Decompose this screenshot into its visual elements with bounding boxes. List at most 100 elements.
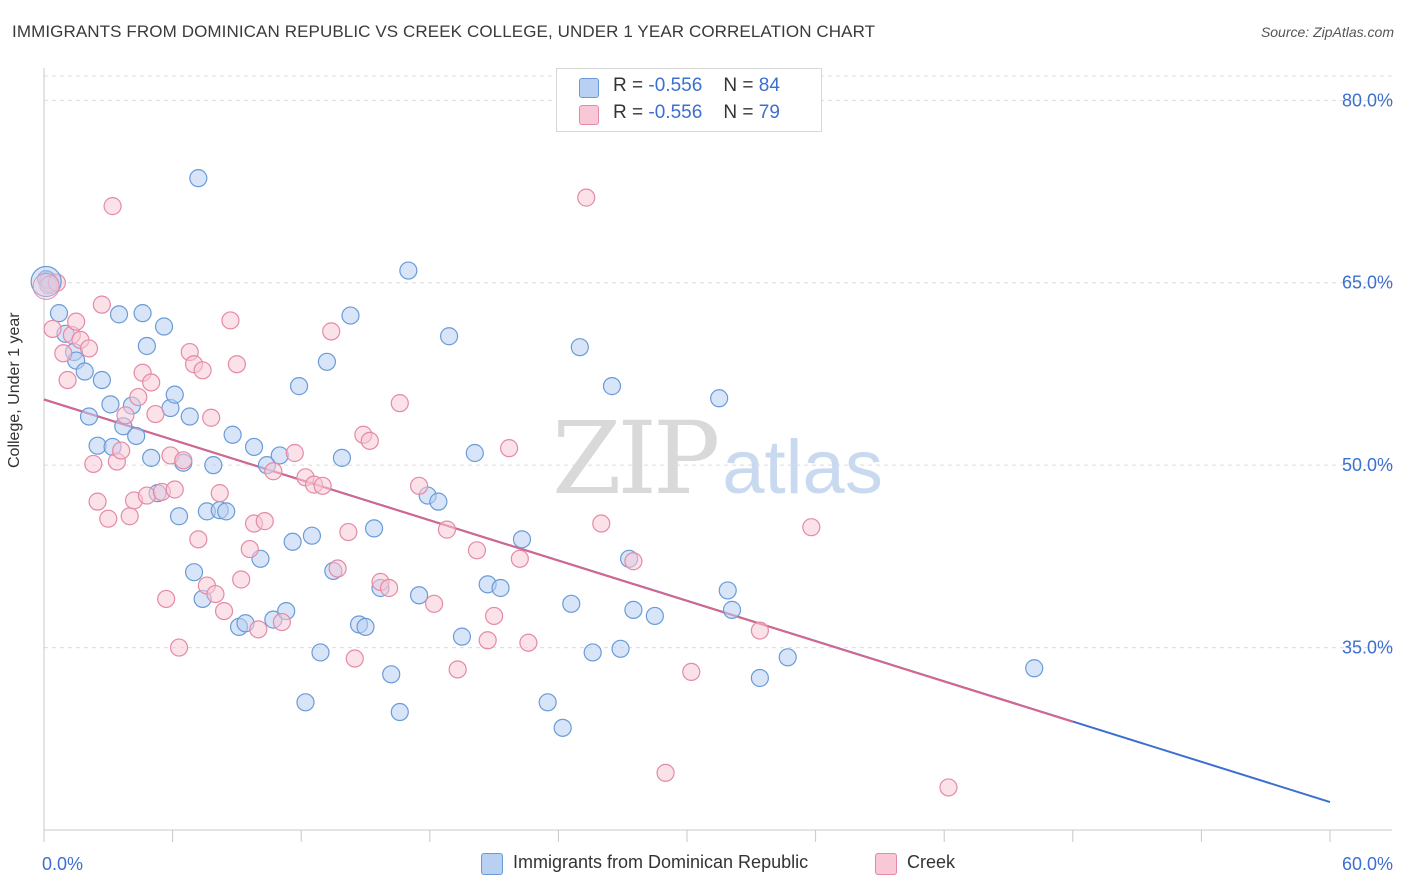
point-dominican-republic — [409, 586, 429, 605]
point-dominican-republic — [109, 305, 129, 324]
point-creek — [519, 633, 538, 652]
point-creek — [202, 408, 221, 427]
point-dominican-republic — [317, 352, 337, 371]
legend-swatch-pink — [875, 853, 897, 875]
point-dominican-republic — [624, 600, 643, 619]
point-creek — [214, 601, 234, 621]
point-creek — [58, 370, 77, 390]
point-creek — [146, 404, 165, 424]
watermark: ZIPatlas — [552, 400, 883, 517]
point-dominican-republic — [217, 502, 236, 521]
gridlines — [44, 75, 1392, 649]
point-dominican-republic — [583, 643, 602, 662]
point-dominican-republic — [429, 492, 448, 511]
y-tick-label: 65.0% — [1342, 273, 1393, 293]
point-creek — [112, 441, 131, 460]
point-creek — [750, 621, 769, 640]
point-dominican-republic — [204, 456, 223, 475]
point-creek — [165, 480, 184, 499]
point-dominican-republic — [538, 693, 557, 712]
point-dominican-republic — [289, 377, 309, 396]
point-creek — [43, 319, 62, 339]
point-dominican-republic — [512, 530, 532, 549]
point-dominican-republic — [223, 425, 242, 444]
point-creek — [478, 631, 497, 650]
point-dominican-republic — [390, 702, 409, 722]
watermark-zip: ZIP — [552, 400, 720, 517]
axes — [43, 68, 1392, 842]
point-creek — [624, 552, 643, 571]
point-creek — [424, 594, 444, 613]
point-creek — [592, 514, 611, 533]
y-tick-label: 50.0% — [1342, 455, 1393, 475]
point-creek — [682, 662, 701, 682]
point-creek — [322, 322, 341, 341]
point-creek — [129, 387, 148, 407]
trend-line-creek — [43, 398, 1074, 723]
point-creek — [67, 312, 86, 331]
point-dominican-republic — [88, 436, 107, 455]
legend-label-creek: Creek — [907, 852, 956, 872]
point-creek — [379, 578, 399, 598]
n-value-pink: 79 — [758, 102, 780, 123]
point-creek — [360, 431, 379, 450]
point-dominican-republic — [79, 407, 99, 426]
legend-swatch-blue — [481, 853, 503, 875]
point-creek — [116, 406, 135, 425]
point-creek — [103, 197, 122, 216]
y-tick-label: 80.0% — [1342, 90, 1393, 110]
y-axis-label: College, Under 1 year — [6, 312, 23, 468]
r-value-blue: -0.556 — [648, 75, 703, 96]
point-creek — [206, 584, 225, 604]
point-dominican-republic — [718, 581, 737, 600]
x-tick-label-max: 60.0% — [1342, 854, 1393, 874]
point-dominican-republic — [722, 600, 742, 619]
point-creek — [939, 778, 958, 797]
r-label: R = — [613, 102, 644, 123]
point-creek — [328, 559, 347, 578]
point-dominican-republic — [553, 718, 572, 737]
point-dominican-republic — [169, 507, 189, 526]
point-dominican-republic — [356, 617, 375, 637]
point-dominican-republic — [439, 327, 459, 346]
point-creek — [656, 763, 675, 782]
point-creek — [92, 295, 111, 314]
trend-lines — [43, 398, 1331, 803]
point-dominican-republic — [465, 443, 484, 463]
n-label: N = — [723, 75, 754, 96]
point-dominican-republic — [602, 377, 622, 396]
point-creek — [142, 373, 161, 392]
point-creek — [210, 484, 229, 503]
y-tick-label: 35.0% — [1342, 638, 1393, 658]
point-creek — [169, 638, 189, 657]
point-dominican-republic — [491, 578, 510, 598]
point-dominican-republic — [311, 643, 330, 662]
point-creek — [272, 612, 292, 632]
point-creek — [232, 570, 251, 589]
point-dominican-republic — [570, 338, 589, 357]
point-dominican-republic — [92, 370, 111, 390]
point-dominican-republic — [302, 526, 322, 545]
point-dominican-republic — [341, 306, 360, 325]
point-creek — [485, 606, 504, 626]
point-dominican-republic — [165, 385, 184, 404]
point-cluster-creek — [32, 272, 60, 300]
point-creek — [255, 512, 274, 531]
point-dominican-republic — [142, 448, 161, 467]
point-creek — [137, 486, 156, 505]
point-creek — [79, 339, 99, 358]
point-dominican-republic — [133, 304, 152, 323]
point-dominican-republic — [750, 668, 769, 688]
point-creek — [802, 518, 821, 537]
point-creek — [448, 660, 467, 679]
point-dominican-republic — [645, 606, 664, 626]
point-creek — [99, 509, 118, 528]
point-dominican-republic — [180, 407, 199, 426]
x-tick-label-min: 0.0% — [42, 854, 83, 874]
point-cluster-dominican-republic — [30, 265, 62, 298]
legend-swatch-blue — [579, 78, 599, 98]
point-creek — [339, 522, 358, 542]
point-creek — [227, 355, 246, 374]
point-creek — [157, 589, 176, 609]
